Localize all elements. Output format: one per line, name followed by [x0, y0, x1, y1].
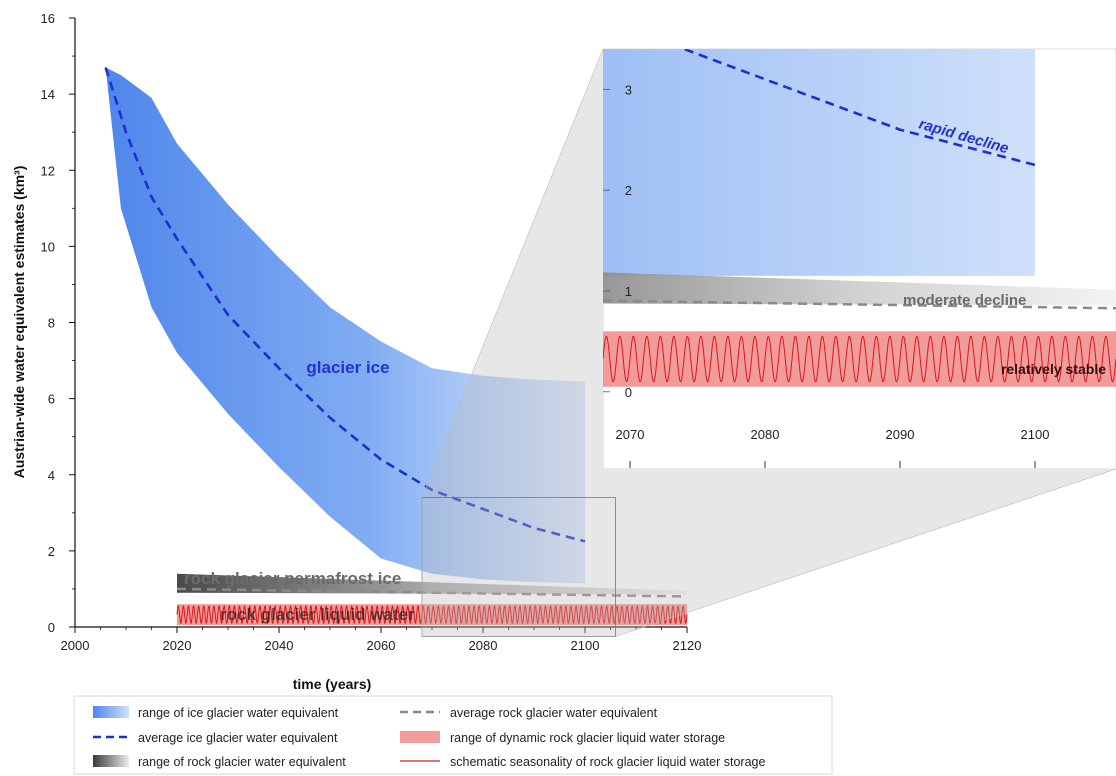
relatively-stable-label: relatively stable — [1001, 361, 1106, 377]
inset-x-tick-label: 2070 — [616, 427, 645, 442]
inset-x-tick-label: 2090 — [886, 427, 915, 442]
rock-glacier-average-line — [176, 587, 688, 598]
inset-ice-average-line — [680, 49, 1036, 167]
legend-label-seasonality: schematic seasonality of rock glacier li… — [450, 755, 765, 769]
ice-glacier-average-line — [104, 67, 586, 543]
legend-label-rock-average: average rock glacier water equivalent — [450, 706, 658, 720]
inset-y-tick-label: 1 — [625, 284, 632, 299]
legend-label-rock-range: range of rock glacier water equivalent — [138, 755, 346, 769]
x-tick-label: 2120 — [673, 638, 702, 653]
y-tick-label: 8 — [48, 316, 55, 331]
y-tick-label: 16 — [41, 11, 55, 26]
legend-swatch-liquid-range — [400, 731, 440, 743]
inset-x-tick-label: 2100 — [1021, 427, 1050, 442]
y-tick-label: 2 — [48, 544, 55, 559]
inset-y-tick-label: 2 — [625, 183, 632, 198]
y-tick-label: 12 — [41, 163, 55, 178]
inset-y-tick-label: 0 — [625, 385, 632, 400]
inset-rock-range — [603, 272, 1116, 306]
inset-x-tick-label: 2080 — [751, 427, 780, 442]
main-plot-area: 2000 2020 2040 2060 2080 2100 2120024681012141… — [41, 11, 702, 653]
main-axis-ticks: 2000 2020 2040 2060 2080 2100 2120024681012141… — [41, 11, 702, 653]
liquid-water-seasonality-line — [176, 605, 688, 624]
legend-box — [73, 695, 833, 775]
rock-glacier-range-area — [177, 573, 687, 595]
y-axis-title: Austrian-wide water equivalent estimates… — [11, 166, 27, 479]
inset-seasonality-line — [603, 335, 1116, 383]
x-tick-label: 2040 — [265, 638, 294, 653]
moderate-decline-label: moderate decline — [903, 292, 1026, 309]
y-tick-label: 4 — [48, 468, 55, 483]
x-axis-title: time (years) — [293, 676, 372, 692]
legend-label-liquid-range: range of dynamic rock glacier liquid wat… — [450, 731, 725, 745]
y-tick-label: 14 — [41, 87, 55, 102]
inset-axis-ticks: 2070 2080 2090 2100 0 1 2 3 — [603, 82, 1049, 468]
legend: range of ice glacier water equivalent av… — [73, 695, 833, 775]
legend-label-ice-average: average ice glacier water equivalent — [138, 731, 338, 745]
inset-ice-range — [603, 49, 1035, 276]
x-tick-label: 2000 — [61, 638, 90, 653]
x-tick-label: 2060 — [367, 638, 396, 653]
ice-glacier-range-area — [105, 67, 585, 584]
inset-zoom-panel: 2070 2080 2090 2100 0 1 2 3 — [603, 49, 1116, 469]
inset-y-tick-label: 3 — [625, 82, 632, 97]
glacier-ice-label: glacier ice — [306, 358, 389, 377]
rock-liquid-label: rock glacier liquid water — [220, 605, 415, 624]
x-tick-label: 2080 — [469, 638, 498, 653]
inset-rock-average-line — [603, 299, 1116, 310]
rock-permafrost-label: rock glacier permafrost ice — [184, 569, 401, 588]
y-tick-label: 6 — [48, 392, 55, 407]
x-tick-label: 2100 — [571, 638, 600, 653]
legend-label-ice-range: range of ice glacier water equivalent — [138, 706, 339, 720]
x-tick-label: 2020 — [163, 638, 192, 653]
legend-swatch-rock-range — [93, 755, 129, 767]
y-tick-label: 0 — [48, 620, 55, 635]
y-tick-label: 10 — [41, 239, 55, 254]
legend-swatch-ice-range — [93, 706, 129, 718]
